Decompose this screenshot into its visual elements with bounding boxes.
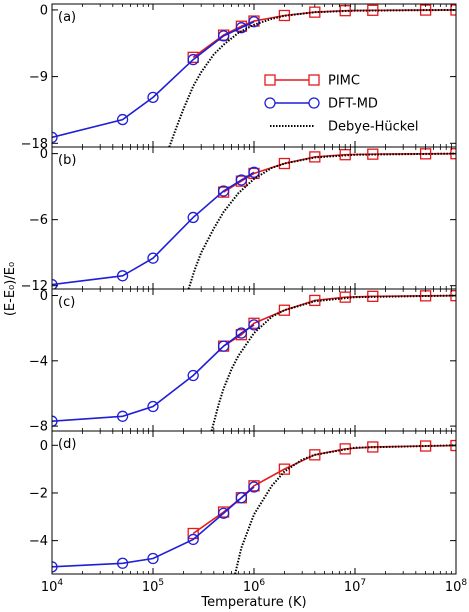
panel-label: (a) [58,10,76,25]
data-point [217,507,230,519]
data-point [217,340,230,352]
data-point [187,53,199,66]
data-point [217,185,230,197]
series-line-debye-h-ckel [210,294,456,431]
data-point [52,278,58,289]
panel-label: (d) [58,437,76,452]
series-group [52,290,456,431]
panel-c: 0 −4 −8 (c) [29,288,457,435]
series-line-debye-h-ckel [168,8,456,147]
y-axis-label: (E-E₀)/E₀ [3,262,18,316]
data-point [248,319,260,331]
data-point [278,304,291,316]
panel-frame [51,288,457,432]
data-point [235,492,248,504]
legend-label: PIMC [328,74,360,89]
panel-frame [51,430,457,575]
x-tick-label: 105 [142,578,164,595]
y-tick-label: −4 [29,354,48,369]
data-point [309,151,321,163]
data-point [248,481,260,493]
legend-marker [308,97,320,109]
y-tick-label: −12 [21,279,48,294]
series-line-dft-md [52,171,255,286]
series-line-dft-md [52,486,255,568]
y-tick-label: 0 [40,3,48,18]
y-tick-label: −8 [29,420,48,435]
y-tick-label: −18 [21,137,48,152]
data-point [116,113,129,126]
data-point [248,16,260,28]
data-point [367,4,379,16]
data-point [309,294,321,307]
data-point [116,270,129,282]
x-tick-label: 104 [41,578,64,595]
data-point [116,410,129,422]
legend: PIMC DFT-MD Debye-Hückel [264,74,418,135]
data-point [187,369,199,382]
legend-marker [264,97,276,109]
y-tick-label: −4 [29,534,48,549]
plot-root: 0 −9 −18 (a) 0 −6 −12 (b) 0 −4 −8 (c) 0 −2 −4 (d) 104 105… [3,3,467,610]
legend-marker [264,74,276,86]
data-point [419,440,432,452]
panel-label: (b) [58,153,76,168]
y-tick-label: 0 [40,289,48,304]
x-tick-label: 108 [445,578,468,595]
data-point [52,561,58,573]
series-line-dft-md [52,21,255,139]
data-point [52,131,58,144]
y-tick-label: 0 [40,147,48,162]
x-tick-label: 107 [344,578,366,595]
legend-marker [308,74,320,86]
data-point [116,557,129,569]
series-line-debye-h-ckel [187,152,456,289]
data-point [248,166,260,178]
legend-label: DFT-MD [328,97,378,112]
data-point [147,400,159,413]
data-point [187,211,199,224]
panel-label: (c) [58,295,75,310]
data-point [235,174,248,186]
series-group [52,148,456,289]
y-tick-label: −6 [29,213,48,228]
y-tick-label: 0 [40,439,48,454]
y-tick-label: −2 [29,486,48,501]
data-point [147,91,159,104]
data-point [52,415,58,427]
series-line-debye-h-ckel [234,444,456,574]
data-point [217,30,230,42]
panel-b: 0 −6 −12 (b) [21,146,457,294]
series-line-pimc [192,9,456,58]
x-tick-label: 106 [243,578,266,595]
y-tick-label: −9 [29,70,48,85]
legend-label: Debye-Hückel [328,120,418,135]
x-axis-label: Temperature (K) [200,595,306,610]
data-point [309,449,321,461]
panel-d: 0 −2 −4 (d) [29,430,457,575]
data-point [187,533,199,546]
series-line-pimc [192,444,456,535]
data-point [147,252,159,264]
data-point [235,327,248,339]
series-group [52,439,456,574]
series-line-dft-md [52,324,255,423]
data-point [147,552,159,565]
